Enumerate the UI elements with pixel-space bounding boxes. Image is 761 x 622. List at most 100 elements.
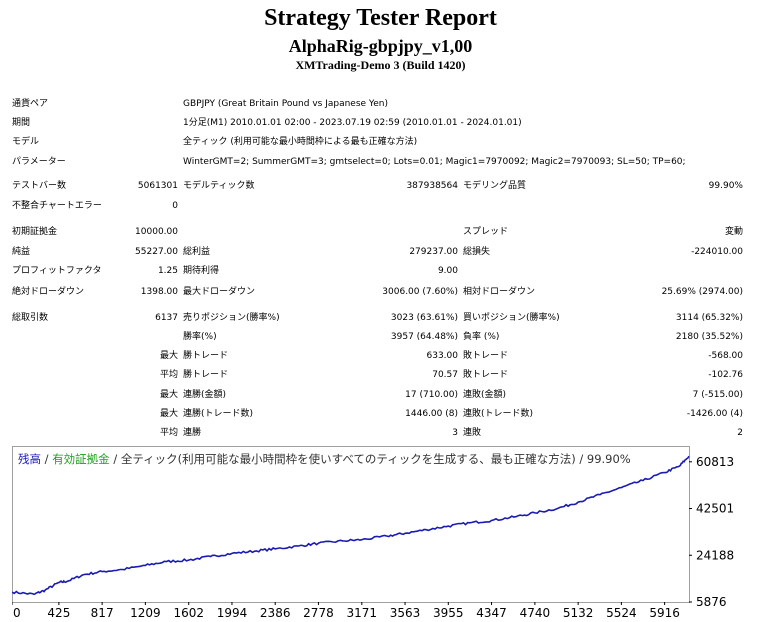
x-tick-label: 5524 bbox=[606, 606, 637, 620]
average-loss-label: 敗トレード bbox=[463, 370, 509, 380]
largest-label: 最大 bbox=[159, 351, 178, 361]
x-tick-label: 1994 bbox=[217, 606, 248, 620]
gross-loss-label: 総損失 bbox=[463, 247, 491, 257]
expected-payoff-value: 9.00 bbox=[437, 266, 458, 276]
legend-balance: 残高 bbox=[18, 452, 41, 466]
balance-chart: 残高 / 有効証拠金 / 全ティック(利用可能な最小時間枠を使いすべてのティック… bbox=[12, 446, 734, 620]
short-positions-label: 売りポジション(勝率%) bbox=[183, 313, 280, 323]
x-tick-label: 4347 bbox=[476, 606, 507, 620]
average-loss-value: -102.76 bbox=[708, 370, 743, 380]
y-tick-label: 24188 bbox=[696, 548, 734, 562]
y-tick-label: 60813 bbox=[696, 455, 734, 469]
x-tick-label: 3563 bbox=[390, 606, 421, 620]
params-value: WinterGMT=2; SummerGMT=3; gmtselect=0; L… bbox=[183, 157, 686, 167]
bars-value: 5061301 bbox=[137, 181, 178, 191]
consecutive-loss-value: -1426.00 (4) bbox=[686, 409, 743, 419]
params-label: パラメーター bbox=[12, 157, 66, 167]
net-profit-label: 純益 bbox=[12, 247, 31, 257]
svg-text:残高 / 有効証拠金 / 全ティック(利用可能な最小時間枠を: 残高 / 有効証拠金 / 全ティック(利用可能な最小時間枠を使いすべてのティック… bbox=[18, 452, 631, 466]
maximum-label: 最大 bbox=[159, 390, 178, 400]
average-label: 平均 bbox=[159, 370, 178, 380]
expert-name: AlphaRig-gbpjpy_v1,00 bbox=[288, 36, 473, 56]
consecutive-profit-label: 連勝(トレード数) bbox=[183, 409, 254, 419]
ticks-value: 387938564 bbox=[406, 181, 458, 191]
ticks-label: モデルティック数 bbox=[183, 181, 255, 191]
chart-frame bbox=[12, 446, 690, 603]
avg-consecutive-losses-label: 連敗 bbox=[463, 428, 482, 438]
model-value: 全ティック (利用可能な最小時間枠による最も正確な方法) bbox=[183, 137, 418, 147]
deposit-label: 初期証拠金 bbox=[12, 227, 58, 237]
y-tick-label: 42501 bbox=[696, 502, 734, 516]
x-tick-label: 1602 bbox=[173, 606, 204, 620]
legend-separator: / bbox=[110, 452, 121, 466]
legend-separator: / bbox=[41, 452, 52, 466]
spread-value: 変動 bbox=[724, 227, 743, 237]
absolute-drawdown-value: 1398.00 bbox=[140, 287, 178, 297]
symbol-value: GBPJPY (Great Britain Pound vs Japanese … bbox=[183, 99, 388, 109]
x-tick-label: 3171 bbox=[347, 606, 378, 620]
x-tick-label: 817 bbox=[91, 606, 114, 620]
consecutive-wins-value: 17 (710.00) bbox=[405, 390, 458, 400]
quality-label: モデリング品質 bbox=[463, 181, 527, 191]
mismatch-label: 不整合チャートエラー bbox=[12, 201, 102, 211]
spread-label: スプレッド bbox=[463, 227, 509, 237]
server-build: XMTrading-Demo 3 (Build 1420) bbox=[295, 58, 466, 72]
gross-profit-value: 279237.00 bbox=[409, 247, 458, 257]
maximal-label: 最大 bbox=[159, 409, 178, 419]
bars-label: テストバー数 bbox=[12, 181, 67, 191]
model-label: モデル bbox=[12, 137, 40, 147]
loss-trades-label: 負率 (%) bbox=[463, 332, 500, 342]
largest-win-label: 勝トレード bbox=[183, 351, 229, 361]
legend-equity: 有効証拠金 bbox=[52, 452, 110, 466]
x-tick-label: 1209 bbox=[130, 606, 161, 620]
avg-consecutive-wins-value: 3 bbox=[452, 428, 458, 438]
gross-loss-value: -224010.00 bbox=[691, 247, 743, 257]
short-positions-value: 3023 (63.61%) bbox=[390, 313, 458, 323]
consecutive-losses-value: 7 (-515.00) bbox=[692, 390, 743, 400]
long-positions-label: 買いポジション(勝率%) bbox=[463, 313, 560, 323]
consecutive-loss-label: 連敗(トレード数) bbox=[463, 409, 534, 419]
x-tick-label: 0 bbox=[13, 606, 21, 620]
expected-payoff-label: 期待利得 bbox=[183, 266, 220, 276]
maximal-drawdown-value: 3006.00 (7.60%) bbox=[382, 287, 458, 297]
report-title: Strategy Tester Report bbox=[264, 5, 497, 31]
y-axis: 60813 42501 24188 5876 bbox=[689, 455, 734, 609]
x-tick-label: 425 bbox=[47, 606, 70, 620]
period-label: 期間 bbox=[12, 118, 31, 128]
legend-model-info: 全ティック(利用可能な最小時間枠を使いすべてのティックを生成する、最も正確な方法… bbox=[121, 452, 631, 466]
relative-drawdown-value: 25.69% (2974.00) bbox=[661, 287, 743, 297]
average-win-label: 勝トレード bbox=[183, 370, 229, 380]
profit-factor-label: プロフィットファクタ bbox=[12, 266, 102, 276]
symbol-label: 通貨ペア bbox=[12, 99, 49, 109]
deposit-value: 10000.00 bbox=[135, 227, 178, 237]
mismatch-value: 0 bbox=[172, 201, 178, 211]
gross-profit-label: 総利益 bbox=[183, 247, 211, 257]
largest-win-value: 633.00 bbox=[426, 351, 459, 361]
x-tick-label: 2386 bbox=[260, 606, 291, 620]
consecutive-profit-value: 1446.00 (8) bbox=[405, 409, 458, 419]
avg-consecutive-losses-value: 2 bbox=[737, 428, 743, 438]
consecutive-wins-label: 連勝(金額) bbox=[183, 390, 227, 400]
x-tick-label: 5132 bbox=[563, 606, 594, 620]
maximal-drawdown-label: 最大ドローダウン bbox=[183, 287, 256, 297]
x-axis: 0 425 817 1209 1602 1994 2386 2778 3171 3563 3955 4… bbox=[12, 602, 680, 620]
loss-trades-value: 2180 (35.52%) bbox=[675, 332, 743, 342]
balance-line bbox=[12, 455, 690, 596]
absolute-drawdown-label: 絶対ドローダウン bbox=[12, 287, 85, 297]
net-profit-value: 55227.00 bbox=[135, 247, 178, 257]
y-tick-label: 5876 bbox=[696, 595, 727, 609]
x-tick-label: 2778 bbox=[303, 606, 334, 620]
profit-factor-value: 1.25 bbox=[157, 266, 178, 276]
largest-loss-value: -568.00 bbox=[708, 351, 743, 361]
long-positions-value: 3114 (65.32%) bbox=[675, 313, 743, 323]
profit-trades-value: 3957 (64.48%) bbox=[390, 332, 458, 342]
period-value: 1分足(M1) 2010.01.01 02:00 - 2023.07.19 02… bbox=[183, 118, 522, 128]
x-tick-label: 5916 bbox=[649, 606, 680, 620]
average-consecutive-label: 平均 bbox=[159, 428, 178, 438]
relative-drawdown-label: 相対ドローダウン bbox=[463, 287, 536, 297]
x-tick-label: 4740 bbox=[520, 606, 551, 620]
x-tick-label: 3955 bbox=[433, 606, 464, 620]
average-win-value: 70.57 bbox=[432, 370, 458, 380]
quality-value: 99.90% bbox=[708, 181, 743, 191]
total-trades-value: 6137 bbox=[155, 313, 178, 323]
